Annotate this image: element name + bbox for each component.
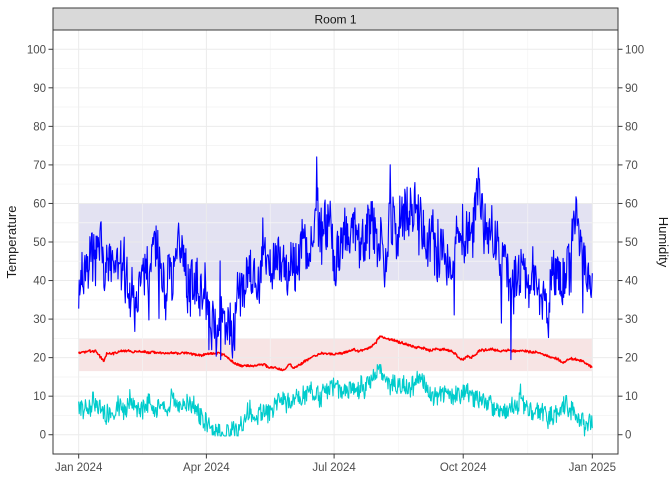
right-axis-tick-label: 10: [625, 391, 638, 403]
right-axis-tick-label: 40: [625, 276, 638, 288]
left-axis-tick-label: 50: [33, 237, 46, 249]
right-axis-tick-label: 90: [625, 83, 638, 95]
chart-render-layer: 0 0 10 10 20 20 30 30 40 40 50 50 60 60 70 70 80 80 90 90 10…: [27, 7, 644, 474]
right-axis-tick-label: 60: [625, 198, 638, 210]
x-axis-tick-label: Jan 2024: [55, 462, 103, 474]
temperature-cyan-line: [78, 364, 593, 437]
humidity-blue-line: [78, 156, 593, 361]
temperature-red-line: [77, 335, 593, 372]
facet-strip-title: Room 1: [314, 13, 356, 27]
right-axis-tick-label: 30: [625, 314, 638, 326]
left-axis-tick-label: 40: [33, 276, 46, 288]
left-axis-tick-label: 10: [33, 391, 46, 403]
x-axis-tick-label: Oct 2024: [440, 462, 487, 474]
left-axis-tick-label: 20: [33, 353, 46, 365]
left-axis-tick-label: 100: [27, 44, 46, 56]
x-axis-tick-label: Jan 2025: [569, 462, 616, 474]
left-axis-tick-label: 30: [33, 314, 46, 326]
right-axis-tick-label: 80: [625, 121, 638, 133]
right-axis-tick-label: 70: [625, 160, 638, 172]
left-axis-tick-label: 0: [40, 430, 46, 442]
left-axis-title: Temperature: [4, 206, 19, 279]
right-axis-title: Humidity: [656, 217, 671, 268]
left-axis-tick-label: 90: [33, 83, 46, 95]
right-axis-tick-label: 50: [625, 237, 638, 249]
right-axis-tick-label: 100: [625, 44, 644, 56]
right-axis-tick-label: 20: [625, 353, 638, 365]
right-axis-tick-label: 0: [625, 430, 631, 442]
x-axis-tick-label: Jul 2024: [312, 462, 356, 474]
left-axis-tick-label: 70: [33, 160, 46, 172]
x-axis-tick-label: Apr 2024: [183, 462, 230, 474]
left-axis-tick-label: 60: [33, 198, 46, 210]
left-axis-tick-label: 80: [33, 121, 46, 133]
